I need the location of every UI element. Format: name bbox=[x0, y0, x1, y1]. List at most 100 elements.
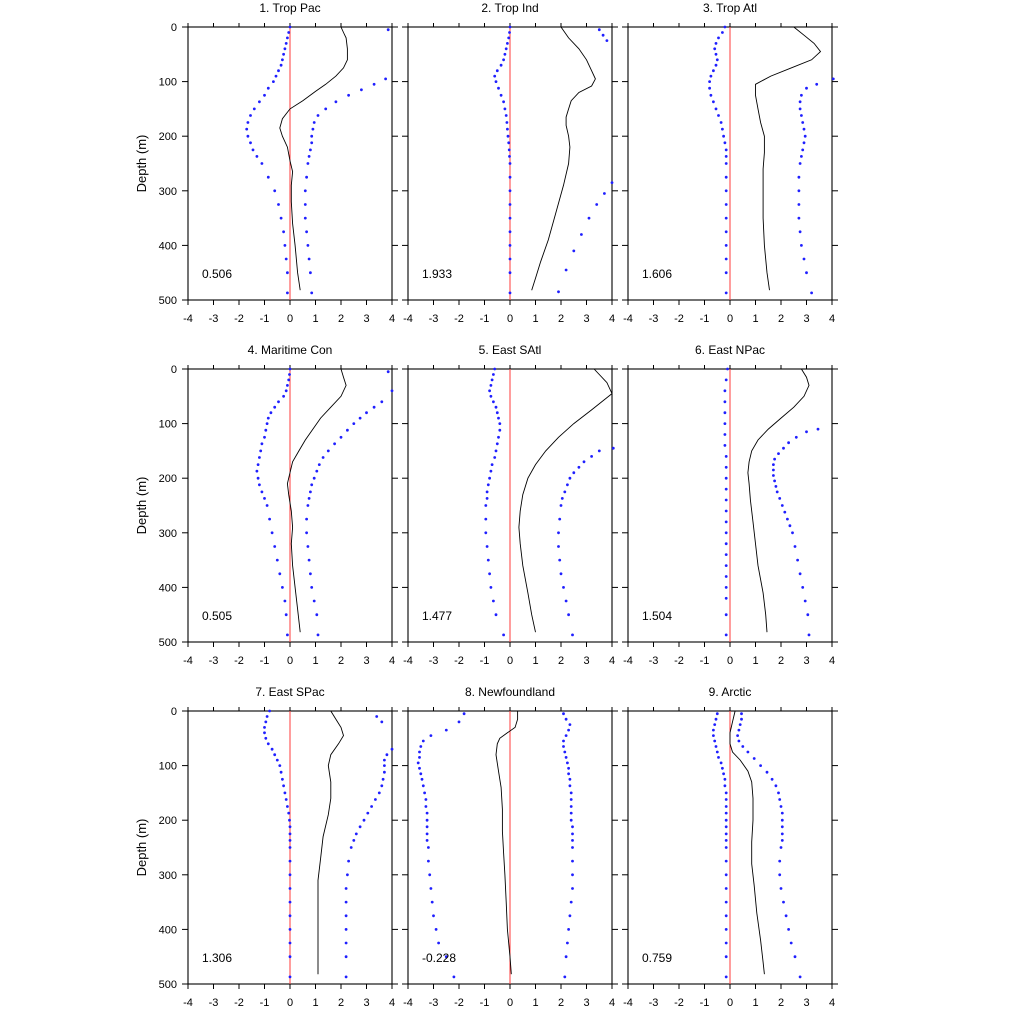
lower-bound-point bbox=[281, 586, 284, 589]
upper-bound-point bbox=[773, 457, 776, 461]
lower-bound-point bbox=[429, 887, 433, 890]
y-axis-label: Depth (m) bbox=[134, 477, 149, 535]
lower-bound-point bbox=[268, 709, 271, 713]
lower-bound-point bbox=[486, 483, 490, 487]
lower-bound-point bbox=[724, 291, 728, 295]
upper-bound-point bbox=[777, 452, 780, 455]
lower-bound-point bbox=[721, 31, 724, 34]
lower-bound-point bbox=[724, 811, 728, 815]
upper-bound-point bbox=[309, 572, 312, 576]
upper-bound-point bbox=[798, 107, 802, 111]
upper-bound-point bbox=[559, 572, 563, 576]
upper-bound-point bbox=[779, 846, 783, 849]
panel-stat-value: 1.477 bbox=[422, 609, 452, 623]
upper-bound-point bbox=[305, 230, 308, 234]
upper-bound-point bbox=[309, 271, 312, 275]
panel-stat-value: 1.306 bbox=[202, 951, 232, 965]
lower-bound-point bbox=[724, 818, 728, 822]
upper-bound-point bbox=[346, 428, 349, 432]
lower-bound-point bbox=[724, 900, 728, 904]
upper-bound-point bbox=[315, 613, 319, 617]
lower-bound-point bbox=[273, 545, 277, 548]
lower-bound-point bbox=[425, 811, 429, 815]
upper-bound-point bbox=[806, 613, 810, 617]
lower-bound-point bbox=[288, 900, 292, 904]
x-tick-label: 3 bbox=[583, 655, 589, 667]
upper-bound-point bbox=[770, 777, 774, 781]
lower-bound-point bbox=[724, 832, 728, 836]
lower-bound-point bbox=[505, 121, 509, 124]
lower-bound-point bbox=[286, 36, 289, 40]
y-tick-label: 200 bbox=[159, 815, 177, 827]
x-tick-label: 4 bbox=[609, 997, 615, 1009]
y-tick-label: 500 bbox=[159, 637, 177, 649]
lower-bound-point bbox=[506, 42, 509, 45]
lower-bound-point bbox=[724, 257, 728, 261]
lower-bound-point bbox=[724, 596, 728, 600]
upper-bound-point bbox=[306, 162, 310, 165]
mean-profile-line bbox=[755, 26, 822, 291]
upper-bound-point bbox=[377, 791, 381, 795]
x-tick-label: 2 bbox=[338, 655, 344, 667]
upper-bound-point bbox=[780, 825, 784, 829]
upper-bound-point bbox=[569, 811, 573, 815]
upper-bound-point bbox=[780, 818, 784, 822]
upper-bound-point bbox=[780, 839, 784, 842]
upper-bound-point bbox=[380, 784, 384, 788]
lower-bound-point bbox=[724, 175, 728, 179]
lower-bound-point bbox=[278, 764, 282, 767]
upper-bound-point bbox=[312, 476, 316, 480]
upper-bound-point bbox=[831, 77, 835, 81]
upper-bound-point bbox=[571, 887, 574, 890]
lower-bound-point bbox=[256, 463, 260, 466]
lower-bound-point bbox=[263, 726, 266, 729]
lower-bound-point bbox=[269, 411, 273, 415]
x-tick-label: -4 bbox=[623, 313, 633, 325]
x-tick-label: -2 bbox=[674, 313, 684, 325]
lower-bound-point bbox=[259, 449, 263, 453]
panel-title: 9. Arctic bbox=[709, 685, 752, 699]
lower-bound-point bbox=[424, 798, 428, 801]
lower-bound-point bbox=[256, 476, 260, 480]
upper-bound-point bbox=[562, 586, 565, 589]
lower-bound-point bbox=[437, 941, 440, 945]
upper-bound-point bbox=[571, 873, 574, 877]
upper-bound-point bbox=[310, 586, 314, 589]
lower-bound-point bbox=[425, 832, 429, 836]
lower-bound-point bbox=[714, 52, 718, 56]
lower-bound-point bbox=[723, 400, 727, 404]
upper-bound-point bbox=[800, 155, 803, 158]
lower-bound-point bbox=[423, 791, 426, 795]
lower-bound-point bbox=[488, 572, 491, 576]
upper-bound-point bbox=[567, 928, 570, 931]
lower-bound-point bbox=[425, 839, 429, 842]
lower-bound-point bbox=[723, 784, 727, 788]
lower-bound-point bbox=[724, 148, 728, 152]
lower-bound-point bbox=[507, 148, 511, 152]
lower-bound-point bbox=[284, 257, 288, 261]
lower-bound-point bbox=[270, 531, 274, 535]
lower-bound-point bbox=[497, 435, 500, 439]
upper-bound-point bbox=[759, 764, 762, 767]
y-axis-label: Depth (m) bbox=[134, 135, 149, 193]
lower-bound-point bbox=[281, 58, 284, 62]
upper-bound-point bbox=[390, 747, 394, 751]
lower-bound-point bbox=[714, 745, 718, 748]
x-tick-label: 3 bbox=[803, 313, 809, 325]
lower-bound-point bbox=[275, 758, 279, 762]
lower-bound-point bbox=[498, 422, 502, 425]
x-tick-label: 3 bbox=[803, 997, 809, 1009]
x-tick-label: -4 bbox=[403, 655, 413, 667]
lower-bound-point bbox=[724, 378, 728, 382]
upper-bound-point bbox=[794, 435, 798, 439]
upper-bound-point bbox=[778, 497, 782, 500]
lower-bound-point bbox=[279, 770, 283, 774]
lower-bound-point bbox=[712, 100, 715, 104]
lower-bound-point bbox=[719, 761, 723, 765]
upper-bound-point bbox=[562, 745, 565, 748]
panel-title: 3. Trop Atl bbox=[703, 1, 757, 15]
upper-bound-point bbox=[798, 572, 802, 576]
upper-bound-point bbox=[772, 474, 775, 477]
lower-bound-point bbox=[425, 818, 429, 822]
lower-bound-point bbox=[724, 839, 728, 842]
